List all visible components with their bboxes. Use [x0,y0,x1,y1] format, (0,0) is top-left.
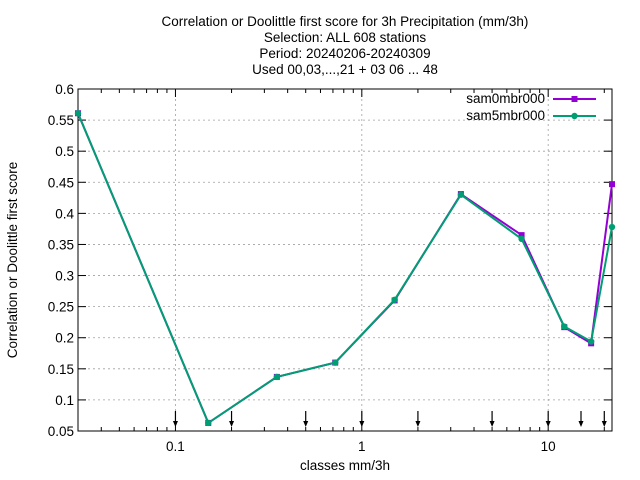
title-line: Period: 20240206-20240309 [259,46,430,61]
data-point [561,323,568,330]
data-point [74,110,82,117]
y-tick-label: 0.55 [48,113,74,128]
y-tick-label: 0.35 [48,237,74,252]
chart-title: Correlation or Doolittle first score for… [162,14,529,77]
data-point [332,359,339,366]
class-marker-arrowhead [172,421,178,427]
class-marker-arrowhead [578,421,584,427]
data-point [457,191,465,198]
data-point [205,419,212,427]
x-tick-label: 0.1 [166,439,185,454]
y-tick-label: 0.45 [48,175,74,190]
class-marker-arrowhead [545,421,551,427]
y-tick-label: 0.25 [48,300,74,315]
y-tick-label: 0.6 [55,82,74,97]
class-markers [172,411,607,427]
y-tick-label: 0.1 [55,393,74,408]
y-tick-label: 0.05 [48,424,74,439]
class-marker-arrowhead [229,421,235,427]
title-line: Correlation or Doolittle first score for… [162,14,529,29]
y-tick-label: 0.15 [48,362,74,377]
series-line-sam5mbr000 [77,112,613,425]
series-lines [74,110,616,427]
x-axis-label: classes mm/3h [300,458,390,473]
grid-lines [78,89,612,431]
y-tick-label: 0.4 [55,206,74,221]
class-marker-arrowhead [359,421,365,427]
legend-label: sam5mbr000 [466,108,545,123]
y-tick-label: 0.5 [55,144,74,159]
axis-ticks: 0.05 0.1 0.15 0.2 0.25 0.3 0.35 0.4 0.45 0.5 0.55 0… [48,82,612,454]
legend-swatch-marker [571,96,578,102]
legend-swatch-marker [571,112,578,120]
data-point [391,296,398,303]
data-point [518,232,525,239]
y-tick-label: 0.3 [55,269,74,284]
x-tick-label: 10 [541,439,556,454]
data-point [609,181,615,188]
series-line-sam0mbr000 [77,112,613,425]
title-line: Used 00,03,...,21 + 03 06 ... 48 [252,62,438,77]
class-marker-arrowhead [303,421,309,427]
y-axis-label: Correlation or Doolittle first score [5,162,20,359]
plot-frame [77,88,613,432]
title-line: Selection: ALL 608 stations [264,30,427,45]
data-point [587,338,595,345]
class-marker-arrowhead [415,421,421,427]
data-point [273,373,281,381]
class-marker-arrowhead [601,421,607,427]
legend: sam0mbr000 sam5mbr000 [466,91,596,123]
data-point [608,223,616,231]
data-point [518,235,525,243]
x-tick-label: 1 [358,439,366,454]
class-marker-arrowhead [489,421,495,427]
y-tick-label: 0.2 [55,331,74,346]
legend-label: sam0mbr000 [466,91,545,106]
